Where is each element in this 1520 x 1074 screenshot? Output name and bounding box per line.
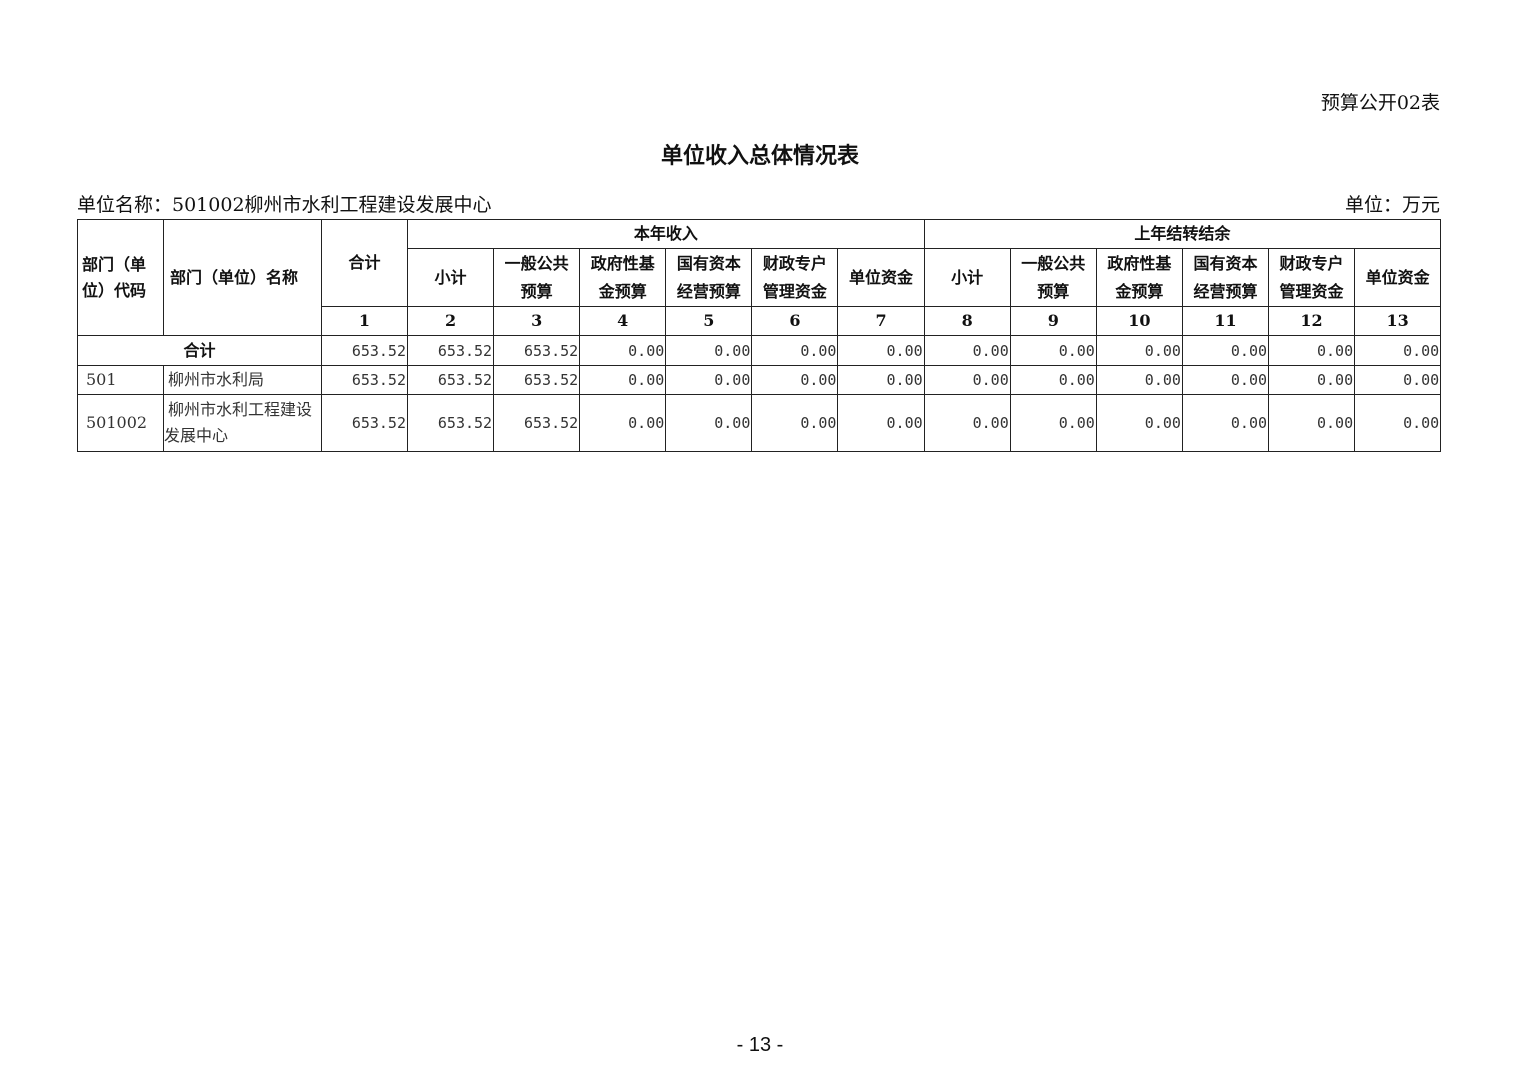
row-value: 0.00: [1268, 365, 1356, 395]
row-value: 0.00: [751, 394, 839, 452]
header-subcol: 小计: [406, 248, 495, 307]
total-value: 0.00: [665, 335, 753, 366]
total-label: 合计: [77, 335, 322, 366]
header-col-number: 2: [406, 306, 495, 336]
header-subcol: 小计: [923, 248, 1011, 307]
header-col-number: 3: [493, 306, 581, 336]
header-group-prior: 上年结转结余: [923, 219, 1442, 249]
row-value: 0.00: [1268, 394, 1356, 452]
total-value: 0.00: [1354, 335, 1442, 366]
total-value: 0.00: [1268, 335, 1356, 366]
form-number: 预算公开02表: [1320, 92, 1440, 114]
row-value: 0.00: [1009, 394, 1097, 452]
header-subcol: 财政专户管理资金: [751, 248, 839, 307]
row-value: 653.52: [406, 394, 495, 452]
total-value: 0.00: [1181, 335, 1270, 366]
header-total: 合计: [321, 219, 408, 307]
total-value: 0.00: [1095, 335, 1183, 366]
row-value: 0.00: [579, 394, 667, 452]
row-value: 0.00: [1095, 394, 1183, 452]
row-value: 0.00: [1181, 365, 1270, 395]
page-title: 单位收入总体情况表: [660, 143, 859, 169]
row-value: 653.52: [493, 365, 581, 395]
header-code: 部门（单位）代码: [77, 219, 164, 336]
header-col-number: 10: [1095, 306, 1183, 336]
header-subcol: 政府性基金预算: [1095, 248, 1183, 307]
header-subcol: 一般公共预算: [1009, 248, 1097, 307]
row-value: 0.00: [1354, 365, 1442, 395]
header-name: 部门（单位）名称: [163, 219, 322, 336]
header-subcol: 国有资本经营预算: [1181, 248, 1270, 307]
row-code: 501: [77, 365, 164, 395]
header-col-number: 7: [837, 306, 925, 336]
row-value: 0.00: [665, 394, 753, 452]
row-name: 柳州市水利局: [163, 365, 322, 395]
header-subcol: 一般公共预算: [493, 248, 581, 307]
row-value: 0.00: [923, 394, 1011, 452]
header-col-number: 6: [751, 306, 839, 336]
row-value: 0.00: [923, 365, 1011, 395]
header-col-number: 5: [665, 306, 753, 336]
total-value: 0.00: [1009, 335, 1097, 366]
row-value: 653.52: [406, 365, 495, 395]
header-subcol: 单位资金: [1354, 248, 1442, 307]
row-value: 0.00: [1095, 365, 1183, 395]
row-value: 0.00: [751, 365, 839, 395]
header-subcol: 政府性基金预算: [579, 248, 667, 307]
header-col-number: 11: [1181, 306, 1270, 336]
row-value: 0.00: [665, 365, 753, 395]
row-value: 0.00: [837, 394, 925, 452]
row-value: 653.52: [493, 394, 581, 452]
header-group-current: 本年收入: [407, 219, 925, 249]
total-value: 0.00: [579, 335, 667, 366]
total-value: 653.52: [493, 335, 581, 366]
header-col-number: 12: [1268, 306, 1356, 336]
total-row: 合计 653.52 653.52 653.52 0.00 0.00 0.00 0.00 0.00…: [77, 335, 1442, 366]
total-value: 0.00: [837, 335, 925, 366]
header-subcol: 国有资本经营预算: [665, 248, 753, 307]
header-col-number: 1: [321, 306, 408, 336]
total-value: 0.00: [923, 335, 1011, 366]
header-subcol: 财政专户管理资金: [1268, 248, 1356, 307]
row-value: 0.00: [1354, 394, 1442, 452]
row-code: 501002: [77, 394, 164, 452]
header-subcol: 单位资金: [837, 248, 925, 307]
table-row: 501002 柳州市水利工程建设发展中心 653.52 653.52 653.52 0.0…: [77, 394, 1442, 452]
total-value: 0.00: [751, 335, 839, 366]
table-row: 501 柳州市水利局 653.52 653.52 653.52 0.00 0.00 0.00 0…: [77, 365, 1442, 395]
page-number: - 13 -: [736, 1034, 784, 1056]
row-value: 0.00: [1009, 365, 1097, 395]
row-value: 653.52: [321, 365, 408, 395]
total-value: 653.52: [406, 335, 495, 366]
header-col-number: 8: [923, 306, 1011, 336]
row-value: 0.00: [1181, 394, 1270, 452]
row-name: 柳州市水利工程建设发展中心: [163, 394, 322, 452]
header-col-number: 13: [1354, 306, 1442, 336]
row-value: 0.00: [837, 365, 925, 395]
unit-name: 单位名称：501002柳州市水利工程建设发展中心: [77, 194, 492, 216]
header-col-number: 4: [579, 306, 667, 336]
income-table: 部门（单位）代码 部门（单位）名称 合计 本年收入 上年结转结余 小计 一般公共预算 政府性基…: [77, 219, 1442, 452]
row-value: 653.52: [321, 394, 408, 452]
row-value: 0.00: [579, 365, 667, 395]
total-value: 653.52: [321, 335, 408, 366]
currency-unit: 单位：万元: [1344, 194, 1440, 216]
header-col-number: 9: [1009, 306, 1097, 336]
